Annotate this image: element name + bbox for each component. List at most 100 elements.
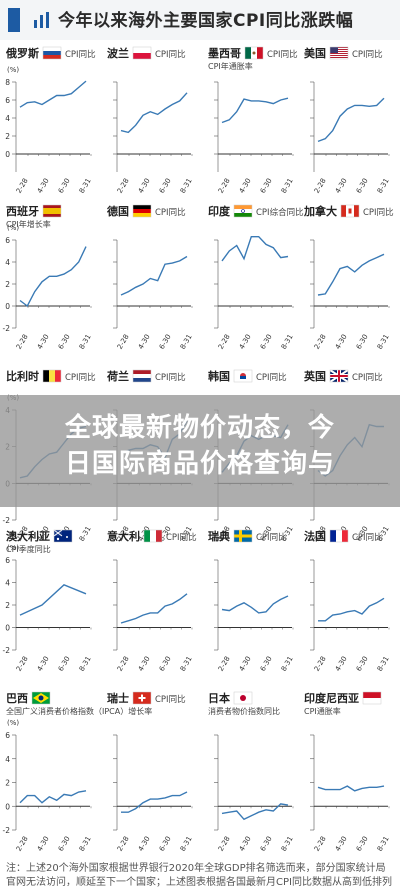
x-tick-label: 4-30: [36, 177, 51, 195]
y-tick-label: -2: [3, 646, 11, 655]
series-line: [120, 92, 188, 134]
country-chart: 美国 CPI同比 2-28 4-30 6-30 8-31: [304, 46, 391, 195]
y-tick-label: 2: [5, 132, 10, 141]
x-tick-label: 6-30: [57, 655, 72, 673]
overlay-line-1: 全球最新物价动态，今: [64, 413, 335, 443]
x-tick-label: 8-31: [280, 177, 295, 195]
x-tick-label: 2-28: [15, 333, 30, 351]
country-chart: 印度 CPI综合同比 2-28 4-30 6-30 8-31: [208, 204, 304, 351]
belgium-flag-icon: [42, 369, 62, 383]
series-line: [221, 235, 289, 262]
country-chart: 俄罗斯 CPI同比 (%) 0 2 4 6 8 2-28 4-30 6-30 8-31: [5, 46, 96, 195]
x-tick-label: 2-28: [116, 177, 131, 195]
france-flag-icon: [329, 529, 349, 543]
series-line: [120, 255, 188, 296]
country-chart: 波兰 CPI同比 2-28 4-30 6-30 8-31: [107, 46, 194, 195]
x-tick-label: 4-30: [334, 177, 349, 195]
series-line: [19, 80, 87, 108]
series-label: CPI同比: [352, 372, 383, 383]
series-line: [318, 597, 385, 622]
series-line: [19, 246, 87, 308]
series-label: CPI同比: [352, 532, 383, 543]
footnote: 注：上述20个海外国家根据世界银行2020年全球GDP排名筛选而来，部分国家统计…: [6, 863, 392, 888]
x-tick-label: 8-31: [280, 333, 295, 351]
x-tick-label: 4-30: [36, 333, 51, 351]
x-tick-label: 8-31: [376, 177, 391, 195]
series-sublabel: CPI年通胀率: [208, 61, 253, 71]
country-name: 韩国: [208, 369, 230, 383]
y-tick-label: 0: [5, 624, 10, 633]
x-tick-label: 4-30: [334, 333, 349, 351]
series-label: CPI同比: [155, 694, 186, 705]
country-name: 瑞典: [208, 529, 230, 543]
overlay-text: 全球最新物价动态，今 日国际商品价格查询与: [0, 410, 400, 482]
x-tick-label: 4-30: [238, 177, 253, 195]
country-name: 法国: [304, 529, 326, 543]
x-tick-label: 6-30: [158, 333, 173, 351]
country-name: 巴西: [6, 692, 28, 705]
poland-flag-icon: [132, 46, 152, 60]
country-name: 澳大利亚: [6, 529, 50, 543]
country-name: 美国: [304, 46, 326, 60]
switzerland-flag-icon: [132, 691, 152, 705]
country-name: 瑞士: [107, 691, 129, 705]
series-sublabel: CPI季度同比: [6, 544, 51, 554]
country-name: 波兰: [107, 46, 129, 60]
series-label: CPI同比: [352, 49, 383, 60]
japan-flag-icon: [233, 691, 253, 705]
x-tick-label: 4-30: [334, 655, 349, 673]
sweden-flag-icon: [233, 529, 253, 543]
y-tick-label: 6: [5, 731, 10, 740]
series-label: CPI同比: [155, 207, 186, 218]
y-unit-label: (%): [7, 66, 19, 74]
series-label: CPI同比: [363, 207, 394, 218]
uk-flag-icon: [329, 369, 349, 383]
usa-flag-icon: [329, 46, 349, 60]
x-tick-label: 6-30: [259, 333, 274, 351]
series-line: [120, 593, 188, 624]
x-tick-label: 8-31: [78, 655, 93, 673]
series-sublabel: 消费者物价指数同比: [208, 706, 280, 716]
x-tick-label: 6-30: [259, 655, 274, 673]
y-tick-label: 2: [5, 280, 10, 289]
country-chart: 德国 CPI同比 2-28 4-30 6-30 8-31: [106, 204, 194, 351]
y-unit-label: (%): [7, 544, 19, 552]
x-tick-label: 2-28: [217, 835, 232, 853]
y-tick-label: 6: [5, 236, 10, 245]
x-tick-label: 2-28: [116, 835, 131, 853]
overlay-line-2: 日国际商品价格查询与: [64, 449, 335, 479]
x-tick-label: 8-31: [179, 835, 194, 853]
country-chart: 墨西哥 CPI同比 CPI年通胀率 2-28 4-30 6-30 8-31: [208, 46, 298, 195]
australia-flag-icon: [53, 529, 73, 543]
page-title: 今年以来海外主要国家CPI同比涨跌幅: [58, 11, 354, 31]
y-tick-label: -2: [3, 324, 11, 333]
country-chart: 法国 CPI同比 2-28 4-30 6-30 8-31: [304, 529, 391, 673]
x-tick-label: 4-30: [137, 655, 152, 673]
russia-flag-icon: [42, 46, 62, 60]
x-tick-label: 2-28: [15, 655, 30, 673]
series-label: CPI同比: [256, 532, 287, 543]
x-tick-label: 8-31: [376, 333, 391, 351]
country-name: 俄罗斯: [5, 46, 39, 60]
x-tick-label: 4-30: [137, 333, 152, 351]
x-tick-label: 6-30: [355, 835, 370, 853]
x-tick-label: 4-30: [36, 655, 51, 673]
y-tick-label: 4: [5, 755, 10, 764]
y-tick-label: 8: [5, 78, 10, 87]
y-unit-label: (%): [7, 719, 19, 727]
x-tick-label: 6-30: [355, 655, 370, 673]
x-tick-label: 8-31: [179, 333, 194, 351]
country-name: 德国: [106, 204, 129, 218]
y-tick-label: 0: [5, 802, 10, 811]
country-name: 西班牙: [6, 204, 39, 218]
country-name: 印度尼西亚: [304, 691, 359, 705]
x-tick-label: 8-31: [280, 655, 295, 673]
country-chart: 加拿大 CPI同比 2-28 4-30 6-30 8-31: [303, 204, 394, 351]
country-name: 墨西哥: [208, 47, 241, 60]
series-line: [221, 595, 289, 614]
x-tick-label: 4-30: [137, 177, 152, 195]
y-tick-label: 6: [5, 96, 10, 105]
x-tick-label: 2-28: [313, 177, 328, 195]
